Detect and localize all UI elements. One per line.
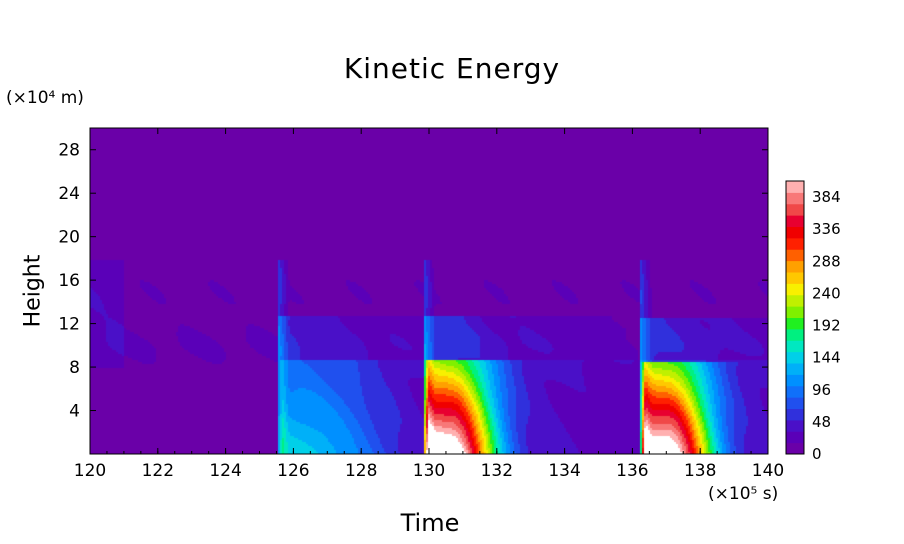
- colorbar-segment: [786, 226, 804, 239]
- y-tick-label: 16: [58, 271, 80, 291]
- y-axis-unit: (×10⁴ m): [6, 88, 84, 108]
- colorbar-tick-label: 144: [812, 349, 841, 367]
- colorbar-tick-label: 48: [812, 413, 831, 431]
- colorbar-segment: [786, 385, 804, 398]
- colorbar-segment: [786, 249, 804, 262]
- y-tick-label: 24: [58, 184, 80, 204]
- x-tick-label: 128: [345, 461, 377, 481]
- colorbar-tick-label: 336: [812, 220, 841, 238]
- colorbar-segment: [786, 192, 804, 205]
- colorbar-segment: [786, 374, 804, 387]
- colorbar-segment: [786, 363, 804, 375]
- colorbar-tick-label: 384: [812, 188, 841, 206]
- y-tick-label: 20: [58, 228, 80, 248]
- colorbar-segment: [786, 260, 804, 273]
- x-tick-label: 138: [684, 461, 716, 481]
- colorbar-tick-label: 192: [812, 317, 841, 335]
- x-axis-label: Time: [400, 509, 460, 537]
- colorbar-segment: [786, 272, 804, 284]
- x-tick-label: 122: [142, 461, 174, 481]
- y-tick-label: 4: [69, 402, 80, 422]
- colorbar-segment: [786, 397, 804, 409]
- colorbar-segment: [786, 351, 804, 364]
- colorbar-tick-label: 96: [812, 381, 831, 399]
- colorbar-segment: [786, 431, 804, 444]
- colorbar-frame: [785, 180, 805, 455]
- colorbar-segment: [786, 294, 804, 307]
- x-tick-label: 126: [277, 461, 309, 481]
- colorbar-tick-label: 288: [812, 252, 841, 270]
- colorbar-segment: [786, 317, 804, 330]
- colorbar-segment: [786, 328, 804, 341]
- x-tick-label: 120: [74, 461, 106, 481]
- x-tick-label: 132: [481, 461, 513, 481]
- colorbar-segment: [786, 215, 804, 227]
- colorbar-segment: [786, 306, 804, 318]
- colorbar-segment: [786, 442, 804, 455]
- colorbar-segment: [786, 419, 804, 432]
- colorbar-tick-label: 240: [812, 284, 841, 302]
- x-tick-label: 136: [616, 461, 648, 481]
- colorbar-segment: [786, 181, 804, 193]
- colorbar-segment: [786, 203, 804, 216]
- colorbar-segment: [786, 237, 804, 250]
- colorbar-segment: [786, 340, 804, 353]
- colorbar-segment: [786, 408, 804, 421]
- y-tick-label: 8: [69, 358, 80, 378]
- y-tick-label: 12: [58, 315, 80, 335]
- x-tick-label: 140: [752, 461, 784, 481]
- x-axis-unit: (×10⁵ s): [708, 484, 779, 504]
- x-tick-label: 124: [209, 461, 241, 481]
- x-tick-label: 130: [413, 461, 445, 481]
- x-tick-label: 134: [548, 461, 580, 481]
- colorbar-segment: [786, 283, 804, 296]
- chart-title: Kinetic Energy: [343, 52, 561, 85]
- heatmap-image: [90, 128, 768, 454]
- y-tick-label: 28: [58, 141, 80, 161]
- colorbar-tick-label: 0: [812, 445, 822, 463]
